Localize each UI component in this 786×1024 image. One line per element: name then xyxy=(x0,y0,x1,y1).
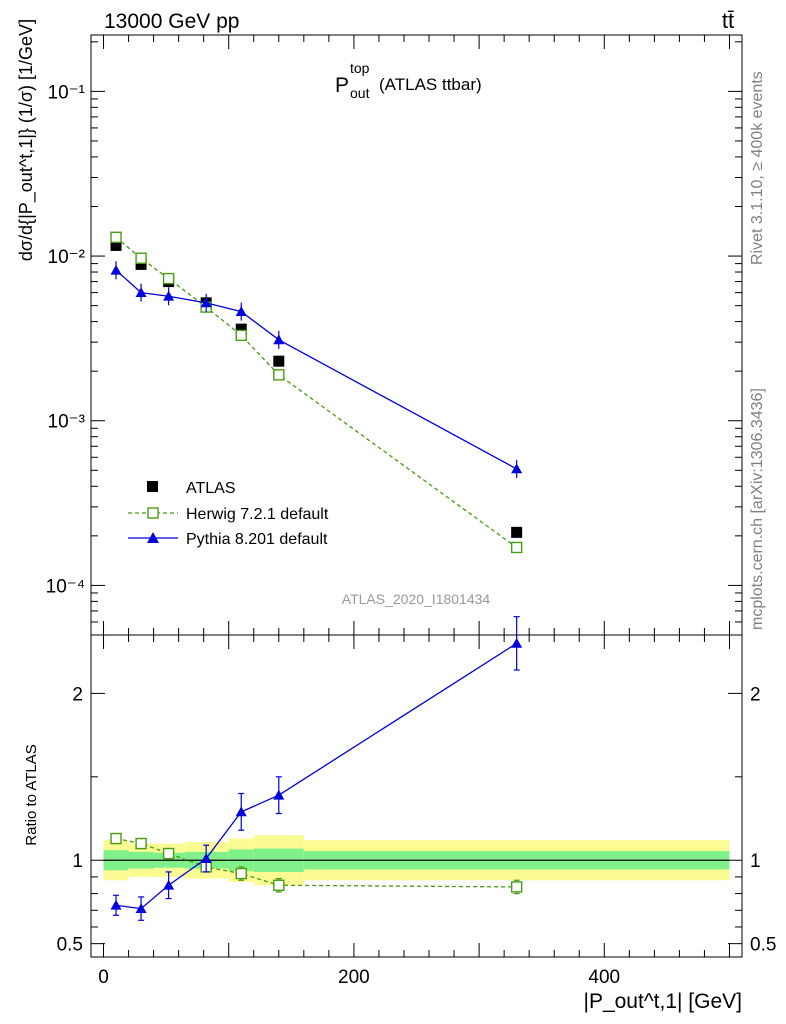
main-point-pythia xyxy=(511,463,523,474)
rivet-label: Rivet 3.1.10, ≥ 400k events xyxy=(749,71,766,265)
ratio-point-herwig xyxy=(273,879,285,891)
legend-herwig-label: Herwig 7.2.1 default xyxy=(186,506,329,523)
ratio-ytick-label-left: 1 xyxy=(72,851,83,872)
ratio-point-herwig xyxy=(510,881,523,893)
ratio-point-pythia xyxy=(511,637,523,648)
plot-title-suffix: (ATLAS ttbar) xyxy=(379,75,482,94)
legend-pythia-marker xyxy=(147,532,159,543)
main-point-atlas xyxy=(135,258,147,270)
main-ytick-label: 10⁻⁴ xyxy=(46,576,85,597)
main-point-herwig xyxy=(135,252,147,264)
ratio-point-herwig xyxy=(162,847,175,860)
legend-herwig-marker xyxy=(147,507,159,519)
process-label: tt̄ xyxy=(722,8,734,33)
main-point-herwig xyxy=(510,541,523,554)
ratio-series xyxy=(110,616,523,921)
plot-title-main: P xyxy=(335,74,349,97)
main-point-pythia xyxy=(110,264,122,275)
main-axes: 10⁻⁴ 10⁻³ 10⁻² 10⁻¹ xyxy=(46,35,742,636)
ratio-xtick-label: 400 xyxy=(588,967,620,988)
main-point-pythia xyxy=(273,334,285,345)
legend-atlas-label: ATLAS xyxy=(186,480,236,497)
main-line-pythia xyxy=(115,269,517,470)
ratio-ytick-label-right: 2 xyxy=(750,684,761,705)
main-point-atlas xyxy=(511,526,523,538)
analysis-watermark: ATLAS_2020_I1801434 xyxy=(342,591,491,607)
ratio-point-pythia xyxy=(235,806,247,817)
ratio-point-herwig xyxy=(135,837,147,850)
ratio-axes: 0 200 400 0.5 0.5 1 1 2 2 xyxy=(57,635,776,988)
legend-atlas-marker xyxy=(147,481,158,492)
plot-title: P top out (ATLAS ttbar) xyxy=(335,60,482,101)
ratio-xtick-label: 200 xyxy=(338,967,370,988)
main-ytick-label: 10⁻² xyxy=(48,247,86,268)
main-point-atlas xyxy=(273,355,285,367)
xlabel: |P_out^t,1| [GeV] xyxy=(583,990,742,1013)
ratio-ytick-label-left: 0.5 xyxy=(57,935,83,956)
ratio-point-pythia xyxy=(273,789,285,800)
main-point-pythia xyxy=(200,297,212,308)
mcplots-label: mcplots.cern.ch [arXiv:1306.3436] xyxy=(749,388,766,630)
ratio-point-pythia xyxy=(163,879,175,890)
ratio-point-herwig xyxy=(110,832,122,845)
ratio-point-pythia xyxy=(135,903,147,914)
legend-pythia-label: Pythia 8.201 default xyxy=(186,531,328,548)
main-point-herwig xyxy=(235,329,247,342)
main-ytick-label: 10⁻¹ xyxy=(48,82,86,103)
ratio-ylabel: Ratio to ATLAS xyxy=(23,744,40,845)
energy-label: 13000 GeV pp xyxy=(104,10,239,33)
plot-title-sub: out xyxy=(350,85,370,101)
ratio-point-pythia xyxy=(110,899,122,910)
main-point-herwig xyxy=(110,231,122,244)
main-point-pythia xyxy=(163,290,175,301)
main-ytick-label: 10⁻³ xyxy=(48,412,86,433)
main-ylabel: dσ/d{|P_out^t,1|} (1/σ) [1/GeV] xyxy=(16,19,37,261)
ratio-uncertainty-bands xyxy=(103,835,730,886)
main-series xyxy=(110,231,523,554)
ratio-xtick-label: 0 xyxy=(98,967,109,988)
ratio-ytick-label-left: 2 xyxy=(72,684,83,705)
ratio-ytick-label-right: 0.5 xyxy=(750,935,776,956)
main-point-pythia xyxy=(235,306,247,317)
main-point-atlas xyxy=(110,239,122,251)
main-point-herwig xyxy=(162,272,175,285)
main-point-herwig xyxy=(273,369,285,381)
legend: ATLAS Herwig 7.2.1 default Pythia 8.201 … xyxy=(128,480,329,548)
main-point-pythia xyxy=(135,287,147,298)
ratio-point-herwig xyxy=(235,867,247,880)
plot-title-sup: top xyxy=(350,60,370,76)
ratio-point-pythia xyxy=(200,853,212,863)
ratio-ytick-label-right: 1 xyxy=(750,851,761,872)
ratio-panel-frame xyxy=(90,634,743,958)
main-point-atlas xyxy=(235,323,247,335)
main-line-herwig xyxy=(115,236,518,549)
